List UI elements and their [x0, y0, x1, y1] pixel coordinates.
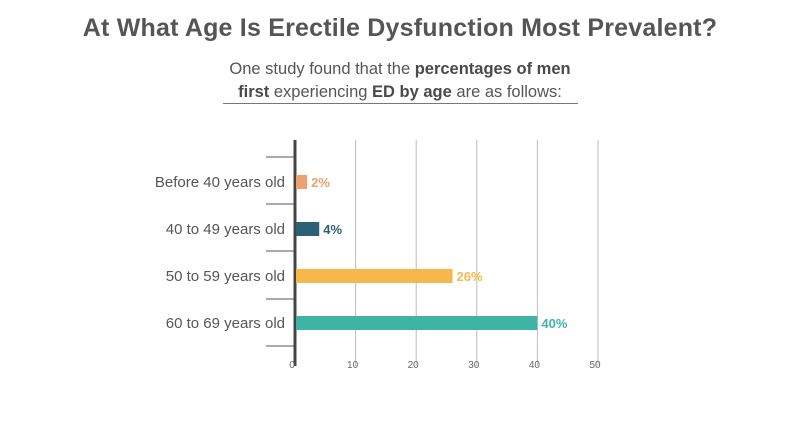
bar-value-label: 2% — [311, 175, 330, 190]
bar-value-label: 40% — [541, 316, 567, 331]
category-label: 40 to 49 years old — [166, 221, 285, 238]
chart-subtitle: One study found that the percentages of … — [0, 58, 800, 104]
chart-title: At What Age Is Erectile Dysfunction Most… — [82, 14, 718, 42]
x-tick-label: 40 — [529, 360, 541, 371]
subtitle-bold-1: percentages of men — [414, 60, 571, 78]
subtitle-text-1: One study found that the — [229, 60, 415, 78]
category-label: 50 to 59 years old — [166, 268, 285, 285]
subtitle-text-2: experiencing — [269, 83, 373, 101]
x-tick-label: 0 — [289, 360, 295, 371]
subtitle-bold-2: first — [238, 83, 270, 101]
x-tick-label: 20 — [408, 360, 420, 371]
x-tick-label: 10 — [347, 360, 359, 371]
bar-value-label: 4% — [323, 222, 342, 237]
category-label: 60 to 69 years old — [166, 315, 285, 332]
bar — [296, 222, 320, 236]
bar-value-label: 26% — [457, 269, 483, 284]
x-tick-label: 30 — [468, 360, 480, 371]
bar — [296, 316, 538, 330]
bar — [296, 175, 308, 189]
subtitle-text-3: are as follows: — [451, 83, 562, 101]
x-tick-label: 50 — [589, 360, 601, 371]
category-label: Before 40 years old — [155, 174, 285, 191]
bar — [296, 269, 453, 283]
subtitle-underline — [223, 103, 578, 104]
subtitle-bold-3: ED by age — [372, 83, 452, 101]
